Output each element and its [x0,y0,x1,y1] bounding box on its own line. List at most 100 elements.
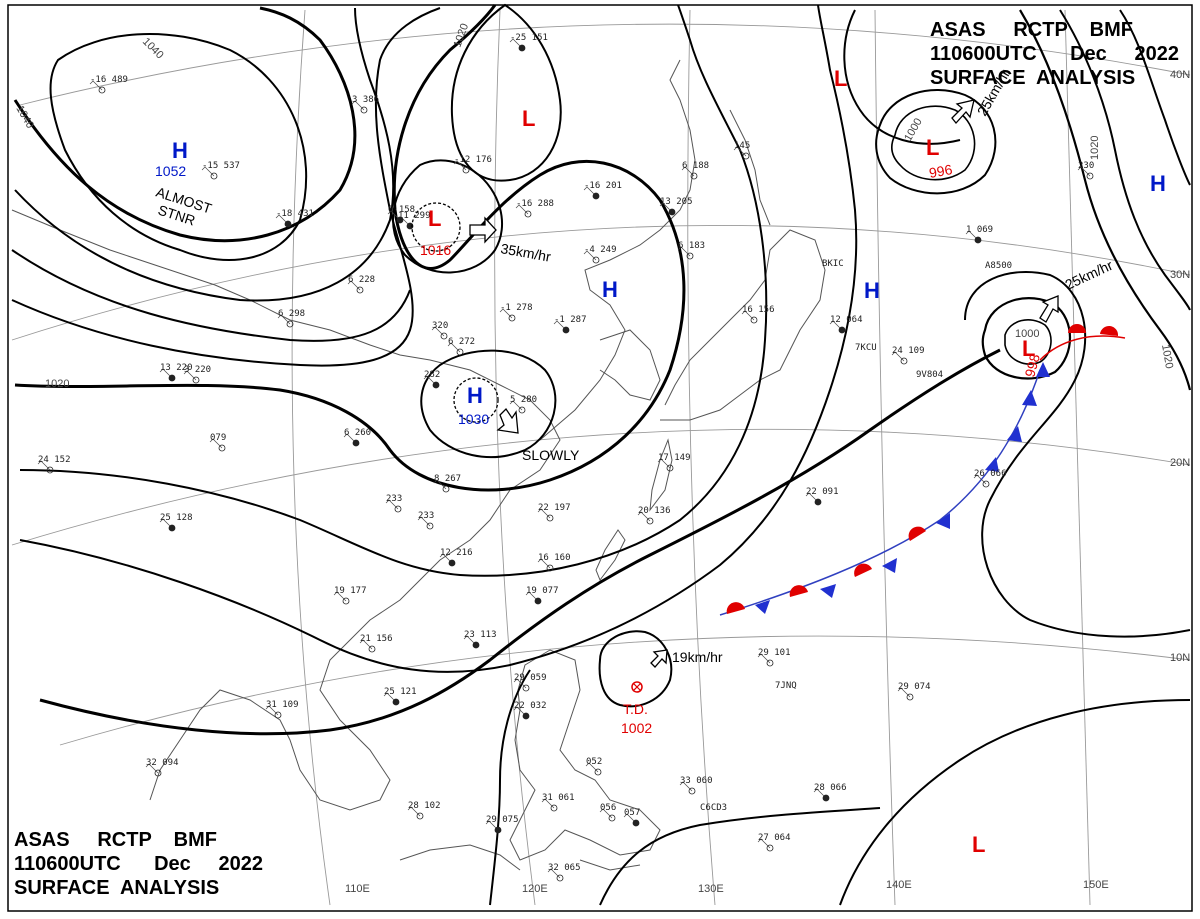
station-values: 6 183 [678,241,705,251]
station-plot: 22 197 [537,503,571,522]
wind-barb [513,706,527,717]
station-values: 22 197 [538,503,571,513]
isobar-1036 [14,7,395,302]
station-plot: 16 160 [537,553,571,572]
arrow-high-1030 [496,407,519,434]
wind-barb [829,320,843,331]
station-plot: 17 149 [657,453,691,472]
station-plot: 6 188 [681,161,709,180]
station-circle [360,106,368,114]
station-circle [396,216,404,224]
station-plot: 282 [423,370,440,389]
wind-barb [423,375,437,386]
station-plot: 29 101 [757,648,791,667]
high-center-mid: H [602,277,618,302]
isobar-value: 1020 [1089,136,1101,160]
station-values: 145 [734,141,750,151]
station-values: -4 249 [584,245,617,255]
station-plots: -25 151 -16 489 -15 537 -18 431 -12 176 -16 2… [37,33,1094,882]
station-circle [356,286,364,294]
station-plot: 33 060 [679,776,713,795]
station-plot: 25 128 [159,513,193,532]
isobar-1028-east [1119,9,1191,186]
station-circle [342,597,350,605]
wind-barb [387,210,401,221]
header-line: SURFACE ANALYSIS [930,67,1135,89]
wind-barb [973,474,987,485]
wind-barb [351,100,365,111]
isobar-1032 [11,249,411,342]
wind-barb [407,806,421,817]
wind-barb [201,166,215,177]
ship-codes: BKIC 7KCU 9V804 A8500 7JNQ C6CD3 [700,259,1012,813]
wind-barb [541,798,555,809]
wind-barb [383,692,397,703]
wind-barb [515,204,529,215]
station-plot: -16 489 [89,75,128,94]
station-circle [274,711,282,719]
station-circle [46,466,54,474]
wind-barb [583,250,597,261]
arrow-td [650,649,668,668]
arrow-low-996 [951,99,975,125]
parallel-20n [11,428,1191,546]
station-plot: 22 032 [513,701,547,720]
latitude-labels: 40N 30N 20N 10N [1170,69,1190,664]
wind-barb [741,310,755,321]
low-center-south: L [972,832,985,857]
station-plot: -16 201 [583,181,622,200]
wind-barb [637,511,651,522]
station-circle [974,236,982,244]
station-plot: 16 156 [741,305,775,324]
lon-label: 110E [345,883,370,895]
cold-front-triangles [755,362,1050,614]
wind-barb [275,214,289,225]
wind-barb [805,492,819,503]
station-plot: 29 074 [897,682,931,701]
station-plot: 26 066 [973,469,1007,488]
station-plot: 12 216 [439,548,473,567]
station-circle [906,693,914,701]
station-plot: 057 [623,808,640,827]
station-plot: 6 298 [277,309,305,328]
station-values: 13 220 [160,363,193,373]
station-plot: 12 064 [829,315,863,334]
station-plot: 233 [417,511,434,530]
station-circle [286,320,294,328]
station-values: 13 205 [660,197,693,207]
wind-barb [891,351,905,362]
wind-barb [145,763,159,774]
isobar-1008-east [964,271,1191,638]
station-circle [210,172,218,180]
station-circle [592,256,600,264]
wind-barb [209,438,223,449]
isobar-1012-south [39,348,1001,736]
station-plot: 0 158 [387,205,415,224]
isobar-high-1030 [420,349,557,458]
station-plot: 230 [1077,161,1094,180]
station-values: 3 386 [352,95,379,105]
station-values: 17 149 [658,453,691,463]
isobar-low-998-inner [1004,319,1052,365]
station-values: 6 272 [448,337,475,347]
lon-label: 150E [1083,879,1109,891]
station-circle [982,480,990,488]
station-plot: 079 [209,433,226,452]
isobar-1016 [19,4,768,577]
low-center-1016: L [428,206,441,231]
wind-barb [431,326,445,337]
station-circle [462,166,470,174]
wind-barb [159,518,173,529]
isobar-1012 [19,4,858,673]
parallel-40n [19,23,1191,106]
station-plot: 20 136 [637,506,671,525]
station-plot: -18 431 [275,209,314,228]
low-center-996: L [926,135,939,160]
station-circle [522,684,530,692]
station-plot: 056 [599,803,616,822]
station-circle [646,517,654,525]
station-plot: -16 288 [515,199,554,218]
low-center-east: L [834,66,847,91]
station-circle [508,314,516,322]
